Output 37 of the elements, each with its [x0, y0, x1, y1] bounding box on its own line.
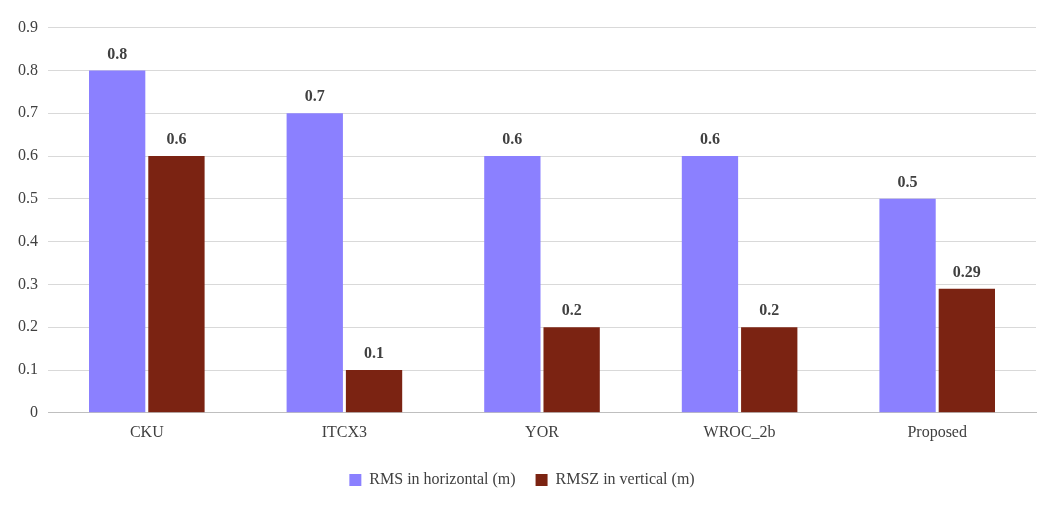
- bar: [879, 198, 936, 413]
- data-label: 0.2: [561, 301, 582, 319]
- y-tick-label: 0.2: [18, 317, 38, 335]
- bar: [484, 156, 541, 413]
- bar: [89, 70, 146, 413]
- data-label: 0.7: [304, 87, 325, 105]
- y-tick-label: 0: [30, 403, 38, 420]
- y-tick-label: 0.8: [18, 60, 38, 78]
- data-label: 0.6: [166, 130, 187, 148]
- bar: [741, 327, 798, 413]
- y-tick-label: 0.3: [18, 274, 38, 292]
- data-label: 0.2: [759, 301, 780, 319]
- y-tick-label: 0.1: [18, 360, 38, 378]
- legend-label: RMS in horizontal (m): [369, 470, 516, 489]
- bar: [543, 327, 600, 413]
- y-tick-label: 0.5: [18, 189, 38, 206]
- bar: [681, 156, 739, 413]
- y-tick-label: 0.6: [18, 146, 38, 164]
- x-tick-label: YOR: [525, 422, 560, 440]
- data-label: 0.6: [699, 130, 720, 148]
- data-label: 0.6: [502, 130, 523, 148]
- legend-label: RMSZ in vertical (m): [555, 470, 695, 489]
- x-tick-label: WROC_2b: [703, 422, 776, 440]
- bar: [938, 288, 995, 413]
- y-tick-label: 0.4: [18, 231, 38, 249]
- x-tick-label: CKU: [129, 422, 165, 440]
- bar: [148, 156, 205, 413]
- y-tick-label: 0.9: [18, 17, 38, 35]
- data-label: 0.29: [952, 262, 981, 280]
- x-tick-label: Proposed: [907, 422, 967, 441]
- data-label: 0.1: [364, 344, 385, 362]
- x-tick-label: ITCX3: [321, 422, 368, 440]
- bar: [345, 370, 403, 413]
- bar: [286, 113, 343, 413]
- y-tick-label: 0.7: [18, 103, 38, 121]
- data-label: 0.8: [107, 44, 128, 62]
- data-label: 0.5: [897, 172, 918, 190]
